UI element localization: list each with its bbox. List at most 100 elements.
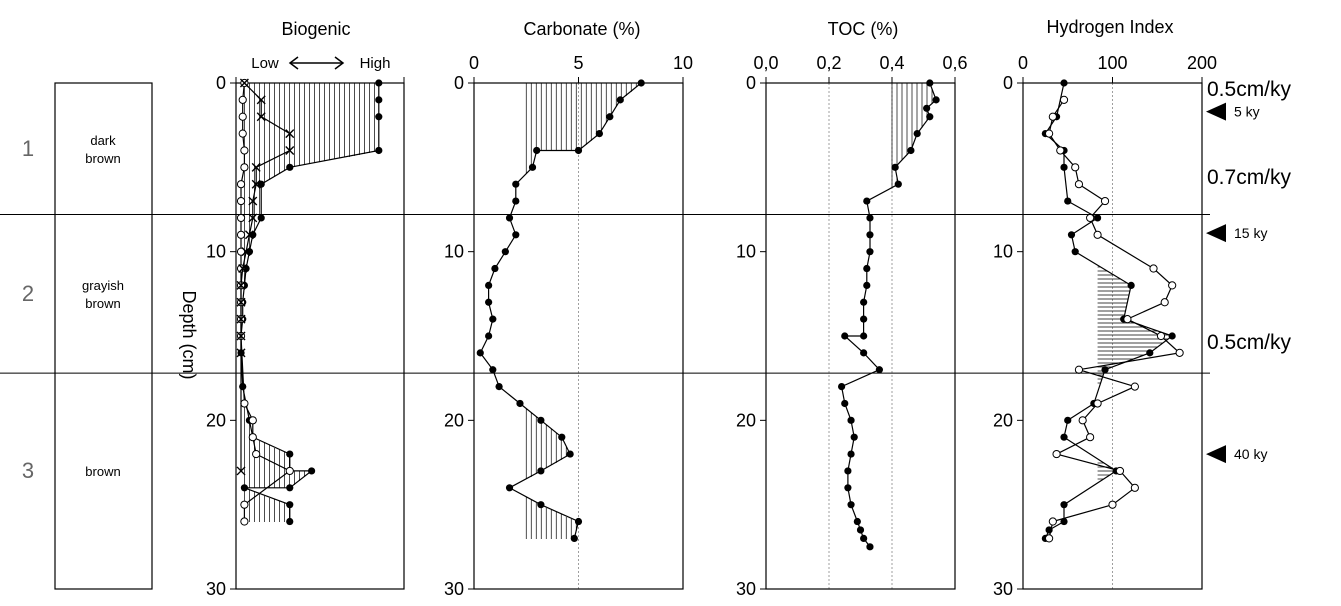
cross-stroke xyxy=(256,95,266,105)
data-point-cross xyxy=(236,280,246,290)
data-point-filled xyxy=(286,450,294,458)
data-point-filled xyxy=(257,214,265,222)
depth-axis-label: Depth (cm) xyxy=(179,290,199,379)
data-point-open xyxy=(240,517,249,526)
lithology-column: 1 dark brown 2 grayish brown 3 brown xyxy=(22,82,153,590)
data-point-cross xyxy=(241,247,251,257)
data-point-filled xyxy=(860,534,868,543)
data-point-filled xyxy=(239,383,247,391)
data-point-open xyxy=(236,196,246,206)
y-tick-label: 0 xyxy=(454,73,464,93)
data-point-filled xyxy=(637,79,645,87)
data-point-open xyxy=(236,230,246,239)
data-point-filled xyxy=(528,163,537,171)
y-tick-label: 20 xyxy=(993,410,1013,430)
data-point-cross xyxy=(236,466,246,476)
data-point-open xyxy=(1115,466,1125,476)
data-point-open xyxy=(248,433,257,442)
data-point-cross xyxy=(256,112,266,122)
data-point-filled xyxy=(860,315,868,323)
cross-stroke xyxy=(248,196,258,206)
data-point-filled xyxy=(485,281,493,289)
data-point-cross xyxy=(248,196,258,206)
data-point-open xyxy=(240,399,249,408)
data-point-filled xyxy=(1060,517,1068,526)
data-point-filled xyxy=(1146,349,1154,357)
data-point-filled xyxy=(866,248,874,256)
x-tick-label: 0 xyxy=(469,53,479,73)
data-point-filled xyxy=(595,130,604,138)
y-tick-label: 10 xyxy=(993,242,1013,262)
data-point-filled xyxy=(375,113,383,121)
data-point-cross xyxy=(244,230,254,240)
age-label: 15 ky xyxy=(1234,225,1267,241)
sedimentation-rate: 0.5cm/ky xyxy=(1207,78,1292,101)
data-point-filled xyxy=(1060,433,1068,441)
data-point-filled xyxy=(847,450,855,458)
data-point-filled xyxy=(375,96,383,104)
y-tick-label: 30 xyxy=(206,579,226,599)
data-point-filled xyxy=(1064,416,1072,424)
low-high-arrow xyxy=(288,56,345,70)
cross-stroke xyxy=(236,280,246,290)
data-point-filled xyxy=(537,416,545,424)
unit-label: grayish xyxy=(82,278,124,293)
x-tick-label: 0 xyxy=(1018,53,1028,73)
data-point-open xyxy=(1130,382,1139,391)
data-point-filled xyxy=(850,433,858,441)
y-tick-label: 0 xyxy=(746,73,756,93)
data-point-filled xyxy=(489,315,497,323)
unit-number: 3 xyxy=(22,458,34,483)
data-point-open xyxy=(248,416,257,425)
data-point-filled xyxy=(863,264,871,273)
data-point-filled xyxy=(257,180,265,188)
data-point-filled xyxy=(1067,231,1076,239)
data-point-filled xyxy=(558,433,566,441)
data-point-cross xyxy=(285,145,295,155)
plot-frame xyxy=(1022,82,1203,590)
data-point-open xyxy=(238,129,247,138)
data-point-cross xyxy=(236,348,246,358)
carbonate-title: Carbonate (%) xyxy=(523,19,640,39)
plot-frame xyxy=(765,82,956,590)
x-tick-label: 0,6 xyxy=(942,53,967,73)
carbonate-panel: Carbonate (%) 0 5 10 0 10 20 30 xyxy=(444,19,693,599)
x-tick-label: 5 xyxy=(573,53,583,73)
hydrogen-index-title: Hydrogen Index xyxy=(1046,17,1173,37)
data-point-filled xyxy=(501,248,509,256)
data-point-filled xyxy=(1093,214,1102,222)
unit-label: brown xyxy=(85,151,120,166)
data-point-cross xyxy=(239,78,249,88)
data-point-cross xyxy=(251,162,261,172)
series-line-filled xyxy=(240,83,380,522)
cross-stroke xyxy=(238,264,248,274)
data-point-filled xyxy=(866,543,874,551)
series-line-filled xyxy=(840,82,937,548)
data-point-filled xyxy=(616,96,624,104)
data-point-open xyxy=(1093,399,1102,408)
cross-stroke xyxy=(251,179,261,189)
data-point-filled xyxy=(847,501,855,509)
unit-number: 1 xyxy=(22,136,34,161)
data-point-filled xyxy=(512,180,520,188)
data-point-filled xyxy=(286,484,294,492)
toc-panel: TOC (%) 0,0 0,2 0,4 0,6 0 10 20 30 xyxy=(736,19,968,599)
y-tick-label: 20 xyxy=(206,410,226,430)
cross-stroke xyxy=(239,78,249,88)
y-tick-label: 20 xyxy=(736,410,756,430)
data-point-cross xyxy=(238,264,248,274)
data-point-open xyxy=(1156,331,1166,341)
data-point-filled xyxy=(863,281,871,289)
y-tick-label: 30 xyxy=(993,579,1013,599)
x-tick-label: 0,2 xyxy=(816,53,841,73)
data-point-open xyxy=(1045,129,1054,138)
data-point-filled xyxy=(891,163,899,171)
data-point-filled xyxy=(844,467,852,475)
data-point-filled xyxy=(505,484,514,492)
biogenic-title: Biogenic xyxy=(281,19,350,39)
data-point-filled xyxy=(913,130,921,138)
data-point-open xyxy=(1086,433,1095,442)
data-point-open xyxy=(240,163,249,172)
age-label: 5 ky xyxy=(1234,104,1260,120)
data-point-filled xyxy=(495,383,503,391)
